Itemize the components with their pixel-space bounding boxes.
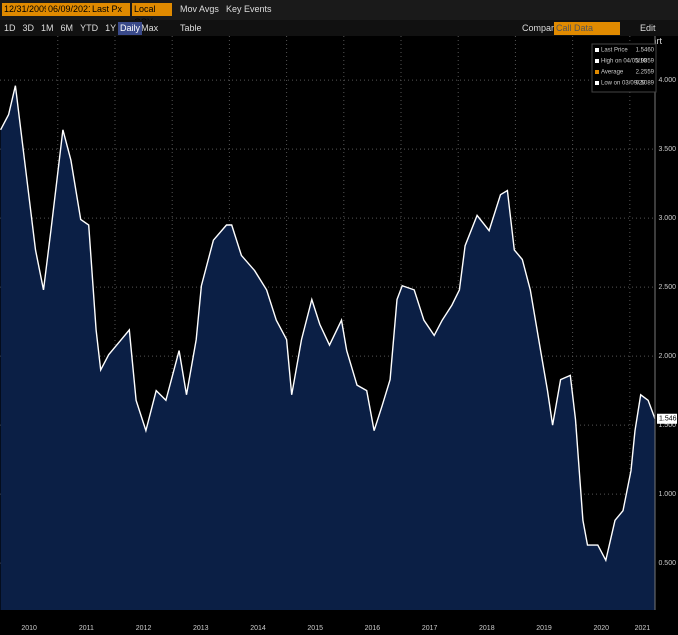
area — [0, 85, 655, 610]
start-date[interactable]: 12/31/2009 — [2, 3, 52, 16]
range-button[interactable]: 3D — [22, 23, 35, 33]
range-button[interactable]: Max — [141, 23, 159, 33]
x-tick-label: 2020 — [593, 625, 609, 632]
legend-label: Average — [601, 70, 624, 76]
legend-value: 2.2559 — [636, 70, 655, 76]
last-price-tag — [657, 413, 677, 424]
x-tick-label: 2010 — [21, 625, 37, 632]
legend-swatch — [595, 59, 599, 63]
y-tick-label: 1.000 — [658, 491, 676, 498]
legend-value: 3.9859 — [636, 59, 655, 65]
x-tick-label: 2021 — [635, 625, 651, 632]
legend-label: Low on 03/09/20 — [601, 81, 646, 87]
y-tick-label: 0.500 — [658, 560, 676, 567]
range-button[interactable]: 6M — [60, 23, 74, 33]
y-tick-label: 2.500 — [658, 284, 676, 291]
x-tick-label: 2013 — [193, 625, 209, 632]
x-tick-label: 2018 — [479, 625, 495, 632]
x-tick-label: 2017 — [422, 625, 438, 632]
y-tick-label: 2.000 — [658, 353, 676, 360]
table[interactable]: Table — [180, 23, 202, 33]
line — [0, 85, 656, 563]
x-tick-label: 2012 — [136, 625, 152, 632]
field[interactable]: Last Px — [90, 3, 130, 16]
legend-label: High on 04/05/10 — [601, 59, 647, 65]
legend-label: Last Price — [601, 48, 628, 54]
range-button[interactable]: 1Y — [105, 23, 117, 33]
y-tick-label: 3.000 — [658, 215, 676, 222]
legend-value: 1.5460 — [636, 48, 655, 54]
compare[interactable]: Compare — [522, 23, 560, 33]
x-tick-label: 2019 — [536, 625, 552, 632]
y-tick-label: 4.000 — [658, 77, 676, 84]
end-date[interactable]: 06/09/2021 — [46, 3, 96, 16]
x-tick-label: 2011 — [79, 625, 94, 632]
x-tick-label: 2016 — [365, 625, 381, 632]
range-button[interactable]: YTD — [80, 23, 99, 33]
compare-input[interactable]: Call Data — [554, 22, 620, 35]
legend-box — [591, 43, 657, 93]
y-tick-label: 1.500 — [658, 422, 676, 429]
key-events[interactable]: Key Events — [226, 4, 272, 14]
legend-value: 0.5089 — [636, 81, 655, 87]
frequency[interactable]: Daily — [118, 22, 143, 35]
legend-swatch — [595, 48, 599, 52]
last-price-label: 1.546 — [659, 416, 677, 423]
range-bar: 1D3D1M6MYTD1Y5YMax Daily Table Compare C… — [0, 20, 678, 46]
mov-avgs[interactable]: Mov Avgs — [180, 4, 219, 14]
y-tick-label: 3.500 — [658, 146, 676, 153]
legend-swatch — [595, 70, 599, 74]
legend: Last Price 1.5460 High on 04/05/103.9859 Av… — [591, 43, 657, 93]
x-tick-label: 2015 — [307, 625, 323, 632]
range-button[interactable]: 1D — [4, 23, 16, 33]
legend-swatch — [595, 81, 599, 85]
range-button[interactable]: 1M — [41, 23, 54, 33]
x-tick-label: 2014 — [250, 625, 266, 632]
